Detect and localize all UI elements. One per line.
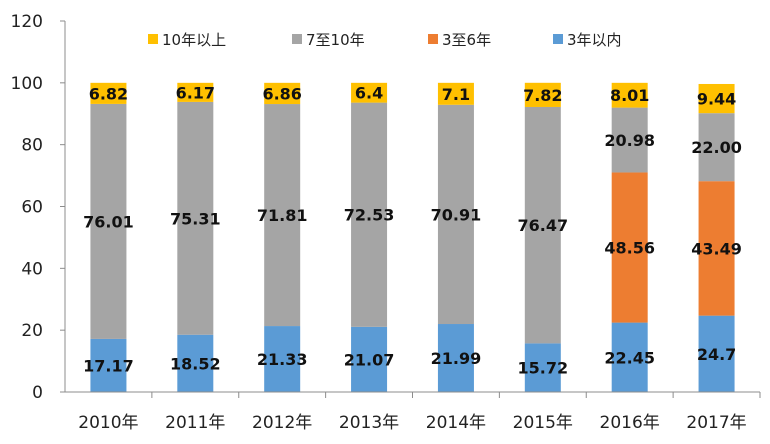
bars [90, 82, 735, 392]
data-label: 15.72 [518, 359, 569, 378]
bar-segment [611, 322, 648, 392]
legend: 10年以上 7至10年 3至6年 3年以内 [148, 31, 622, 49]
data-label: 18.52 [170, 354, 221, 373]
legend-swatch [148, 34, 158, 44]
y-tick-label: 0 [32, 383, 43, 403]
y-tick-label: 20 [21, 321, 43, 341]
bar-segment [351, 326, 388, 392]
legend-label: 10年以上 [162, 31, 226, 49]
y-tick-label: 100 [11, 74, 43, 94]
data-label: 76.47 [518, 216, 569, 235]
x-tick-label: 2017年 [686, 413, 746, 433]
data-label: 6.17 [176, 83, 215, 102]
x-tick-label: 2011年 [165, 413, 225, 433]
bar-segment [698, 83, 735, 114]
y-tick-label: 40 [21, 259, 43, 279]
x-tick-label: 2010年 [78, 413, 138, 433]
legend-swatch [292, 34, 302, 44]
data-label: 7.1 [442, 85, 470, 104]
data-label: 6.4 [355, 84, 383, 103]
bar-segment [177, 334, 214, 392]
bar-segment [90, 103, 127, 339]
bar-segment [611, 107, 648, 173]
bar-segment [177, 101, 214, 335]
data-label: 22.00 [691, 138, 742, 157]
bar-segment [264, 326, 301, 392]
data-label: 17.17 [83, 356, 134, 375]
x-tick-label: 2015年 [513, 413, 573, 433]
data-label: 9.44 [697, 90, 736, 109]
x-tick-label: 2013年 [339, 413, 399, 433]
bar-segment [437, 104, 474, 325]
bar-segment [524, 343, 561, 392]
bar-segment [611, 82, 648, 108]
data-label: 6.82 [89, 84, 128, 103]
bar-segment [698, 113, 735, 182]
legend-swatch [553, 34, 563, 44]
x-tick-label: 2014年 [426, 413, 486, 433]
bar-segment [698, 315, 735, 392]
data-label: 21.99 [431, 349, 482, 368]
legend-label: 7至10年 [306, 31, 365, 49]
data-label: 43.49 [691, 239, 742, 258]
data-label: 71.81 [257, 206, 308, 225]
bar-segment [177, 82, 214, 102]
bar-segment [437, 82, 474, 105]
y-tick-label: 120 [11, 12, 43, 32]
bar-segment [524, 82, 561, 107]
data-label: 21.33 [257, 350, 308, 369]
bar-segment [264, 104, 301, 327]
data-labels: 17.17 76.01 6.82 18.52 75.31 6.17 21.33 71.81 6.… [83, 83, 742, 377]
bar-segment [698, 181, 735, 316]
bar-segment [351, 102, 388, 327]
y-axis: 0 20 40 60 80 100 120 [11, 12, 66, 403]
bar-segment [90, 82, 127, 104]
bar-segment [264, 82, 301, 105]
x-tick-label: 2012年 [252, 413, 312, 433]
data-label: 75.31 [170, 209, 221, 228]
data-label: 21.07 [344, 350, 395, 369]
bar-segment [611, 172, 648, 323]
data-label: 48.56 [604, 239, 655, 258]
x-axis: 2010年 2011年 2012年 2013年 2014年 2015年 2016年 2017年 [65, 391, 761, 433]
data-label: 24.7 [697, 345, 736, 364]
bar-segment [524, 106, 561, 344]
data-label: 8.01 [610, 86, 649, 105]
data-label: 70.91 [431, 205, 482, 224]
data-label: 20.98 [604, 131, 655, 150]
bar-segment [351, 82, 388, 103]
data-label: 72.53 [344, 206, 395, 225]
data-label: 76.01 [83, 212, 134, 231]
data-label: 7.82 [523, 86, 562, 105]
x-tick-label: 2016年 [600, 413, 660, 433]
legend-swatch [428, 34, 438, 44]
legend-label: 3至6年 [442, 31, 491, 49]
legend-label: 3年以内 [567, 31, 622, 49]
data-label: 6.86 [262, 84, 301, 103]
y-tick-label: 60 [21, 198, 43, 218]
data-label: 22.45 [604, 348, 655, 367]
bar-segment [90, 338, 127, 392]
bar-segment [437, 324, 474, 392]
y-tick-label: 80 [21, 136, 43, 156]
